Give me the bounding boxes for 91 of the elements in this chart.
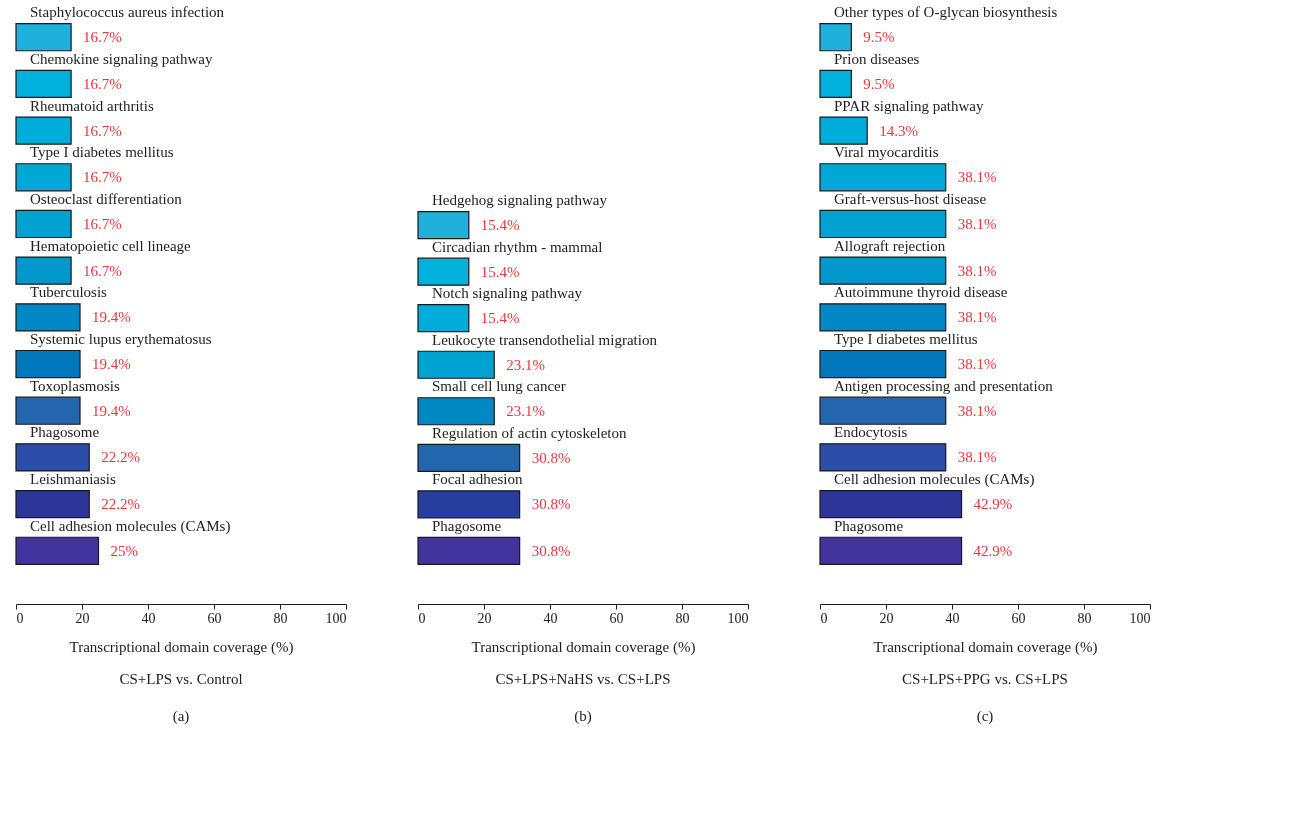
data-label: 42.9%	[973, 496, 1013, 513]
y-tick-label: Leukocyte transendothelial migration	[432, 331, 658, 348]
y-tick-label: Phagosome	[834, 517, 904, 534]
x-tick-label: 0	[820, 610, 828, 626]
y-tick-label: Notch signaling pathway	[432, 285, 583, 302]
data-label: 22.2%	[101, 449, 141, 466]
text: (a)	[172, 708, 190, 725]
y-tick-label: Cell adhesion molecules (CAMs)	[834, 471, 1035, 489]
x-tick-label: 60	[1011, 610, 1026, 626]
y-tick-label: Focal adhesion	[432, 471, 523, 488]
y-tick-label: Type I diabetes mellitus	[834, 331, 978, 348]
data-label: 16.7%	[83, 169, 122, 186]
data-label: 15.4%	[480, 217, 520, 234]
y-tick-label: Type I diabetes mellitus	[30, 144, 174, 161]
y-tick-label: Graft-versus-host disease	[834, 190, 987, 207]
data-label: 16.7%	[83, 215, 122, 232]
data-label: 14.3%	[879, 122, 918, 139]
data-label: 19.4%	[92, 356, 131, 373]
data-label: 38.1%	[957, 215, 997, 232]
y-tick-label: Systemic lupus erythematosus	[30, 331, 212, 348]
data-label: 25%	[110, 542, 138, 559]
x-tick-label: 60	[207, 610, 222, 626]
y-tick-label: Phagosome	[432, 517, 502, 534]
x-tick-label: 40	[141, 610, 156, 626]
data-label: 38.1%	[957, 262, 997, 279]
data-label: 15.4%	[480, 263, 520, 280]
y-tick-label: Allograft rejection	[834, 237, 946, 254]
x-axis-title: Transcriptional domain coverage (%)	[471, 638, 696, 656]
y-tick-label: Cell adhesion molecules (CAMs)	[30, 517, 231, 535]
data-label: 38.1%	[957, 402, 997, 419]
data-label: 42.9%	[973, 542, 1013, 559]
x-tick-label: 20	[75, 610, 90, 626]
x-tick-label: 40	[543, 610, 558, 626]
data-label: 9.5%	[863, 29, 895, 46]
text: (c)	[976, 708, 994, 725]
data-label: 30.8%	[531, 542, 571, 559]
y-tick-label: Hedgehog signaling pathway	[432, 192, 608, 209]
text: (b)	[574, 708, 592, 725]
y-tick-label: Phagosome	[30, 424, 100, 441]
data-label: 19.4%	[92, 309, 131, 326]
y-tick-label: Regulation of actin cytoskeleton	[432, 424, 628, 441]
x-axis-title: Transcriptional domain coverage (%)	[873, 638, 1098, 656]
y-tick-label: Small cell lung cancer	[432, 378, 566, 395]
y-tick-label: Tuberculosis	[30, 284, 108, 301]
data-label: 30.8%	[531, 496, 571, 513]
x-tick-label: 60	[609, 610, 624, 626]
data-label: 16.7%	[83, 75, 122, 92]
data-label: 30.8%	[531, 449, 571, 466]
data-label: 23.1%	[506, 403, 545, 420]
data-label: 22.2%	[101, 496, 141, 513]
y-tick-label: Autoimmune thyroid disease	[834, 284, 1008, 301]
data-label: 38.1%	[957, 169, 997, 186]
x-tick-label: 80	[273, 610, 288, 626]
y-tick-label: Viral myocarditis	[834, 144, 939, 161]
x-tick-label: 0	[418, 610, 426, 626]
y-tick-label: Endocytosis	[834, 424, 908, 441]
data-label: 16.7%	[83, 122, 122, 139]
y-tick-label: Staphylococcus aureus infection	[30, 4, 225, 21]
y-tick-label: Chemokine signaling pathway	[30, 50, 213, 67]
x-axis-title: Transcriptional domain coverage (%)	[69, 638, 294, 656]
data-label: 38.1%	[957, 449, 997, 466]
y-tick-label: Hematopoietic cell lineage	[30, 237, 192, 254]
y-tick-label: Antigen processing and presentation	[834, 377, 1054, 394]
x-tick-label: 100	[325, 610, 347, 626]
y-tick-label: Prion diseases	[834, 50, 920, 67]
y-tick-label: Leishmaniasis	[30, 471, 116, 488]
x-tick-label: 40	[945, 610, 960, 626]
data-label: 19.4%	[92, 402, 131, 419]
x-tick-label: 20	[477, 610, 492, 626]
x-tick-label: 80	[1077, 610, 1092, 626]
x-tick-label: 100	[727, 610, 749, 626]
data-label: 16.7%	[83, 262, 122, 279]
y-tick-label: Circadian rhythm - mammal	[432, 238, 603, 255]
y-tick-label: Osteoclast differentiation	[30, 190, 183, 207]
data-label: 9.5%	[863, 75, 895, 92]
y-tick-label: Rheumatoid arthritis	[30, 97, 154, 114]
x-tick-label: 80	[675, 610, 690, 626]
text: CS+LPS vs. Control	[119, 671, 243, 687]
data-label: 38.1%	[957, 309, 997, 326]
x-tick-label: 20	[879, 610, 894, 626]
x-tick-label: 0	[16, 610, 24, 626]
data-label: 23.1%	[506, 356, 545, 373]
y-tick-label: Toxoplasmosis	[30, 377, 120, 394]
y-tick-label: Other types of O-glycan biosynthesis	[834, 4, 1058, 21]
data-label: 15.4%	[480, 310, 520, 327]
y-tick-label: PPAR signaling pathway	[834, 97, 984, 114]
x-tick-label: 100	[1129, 610, 1151, 626]
data-label: 16.7%	[83, 29, 122, 46]
text: CS+LPS+PPG vs. CS+LPS	[902, 671, 1068, 687]
text: CS+LPS+NaHS vs. CS+LPS	[495, 671, 671, 687]
data-label: 38.1%	[957, 356, 997, 373]
